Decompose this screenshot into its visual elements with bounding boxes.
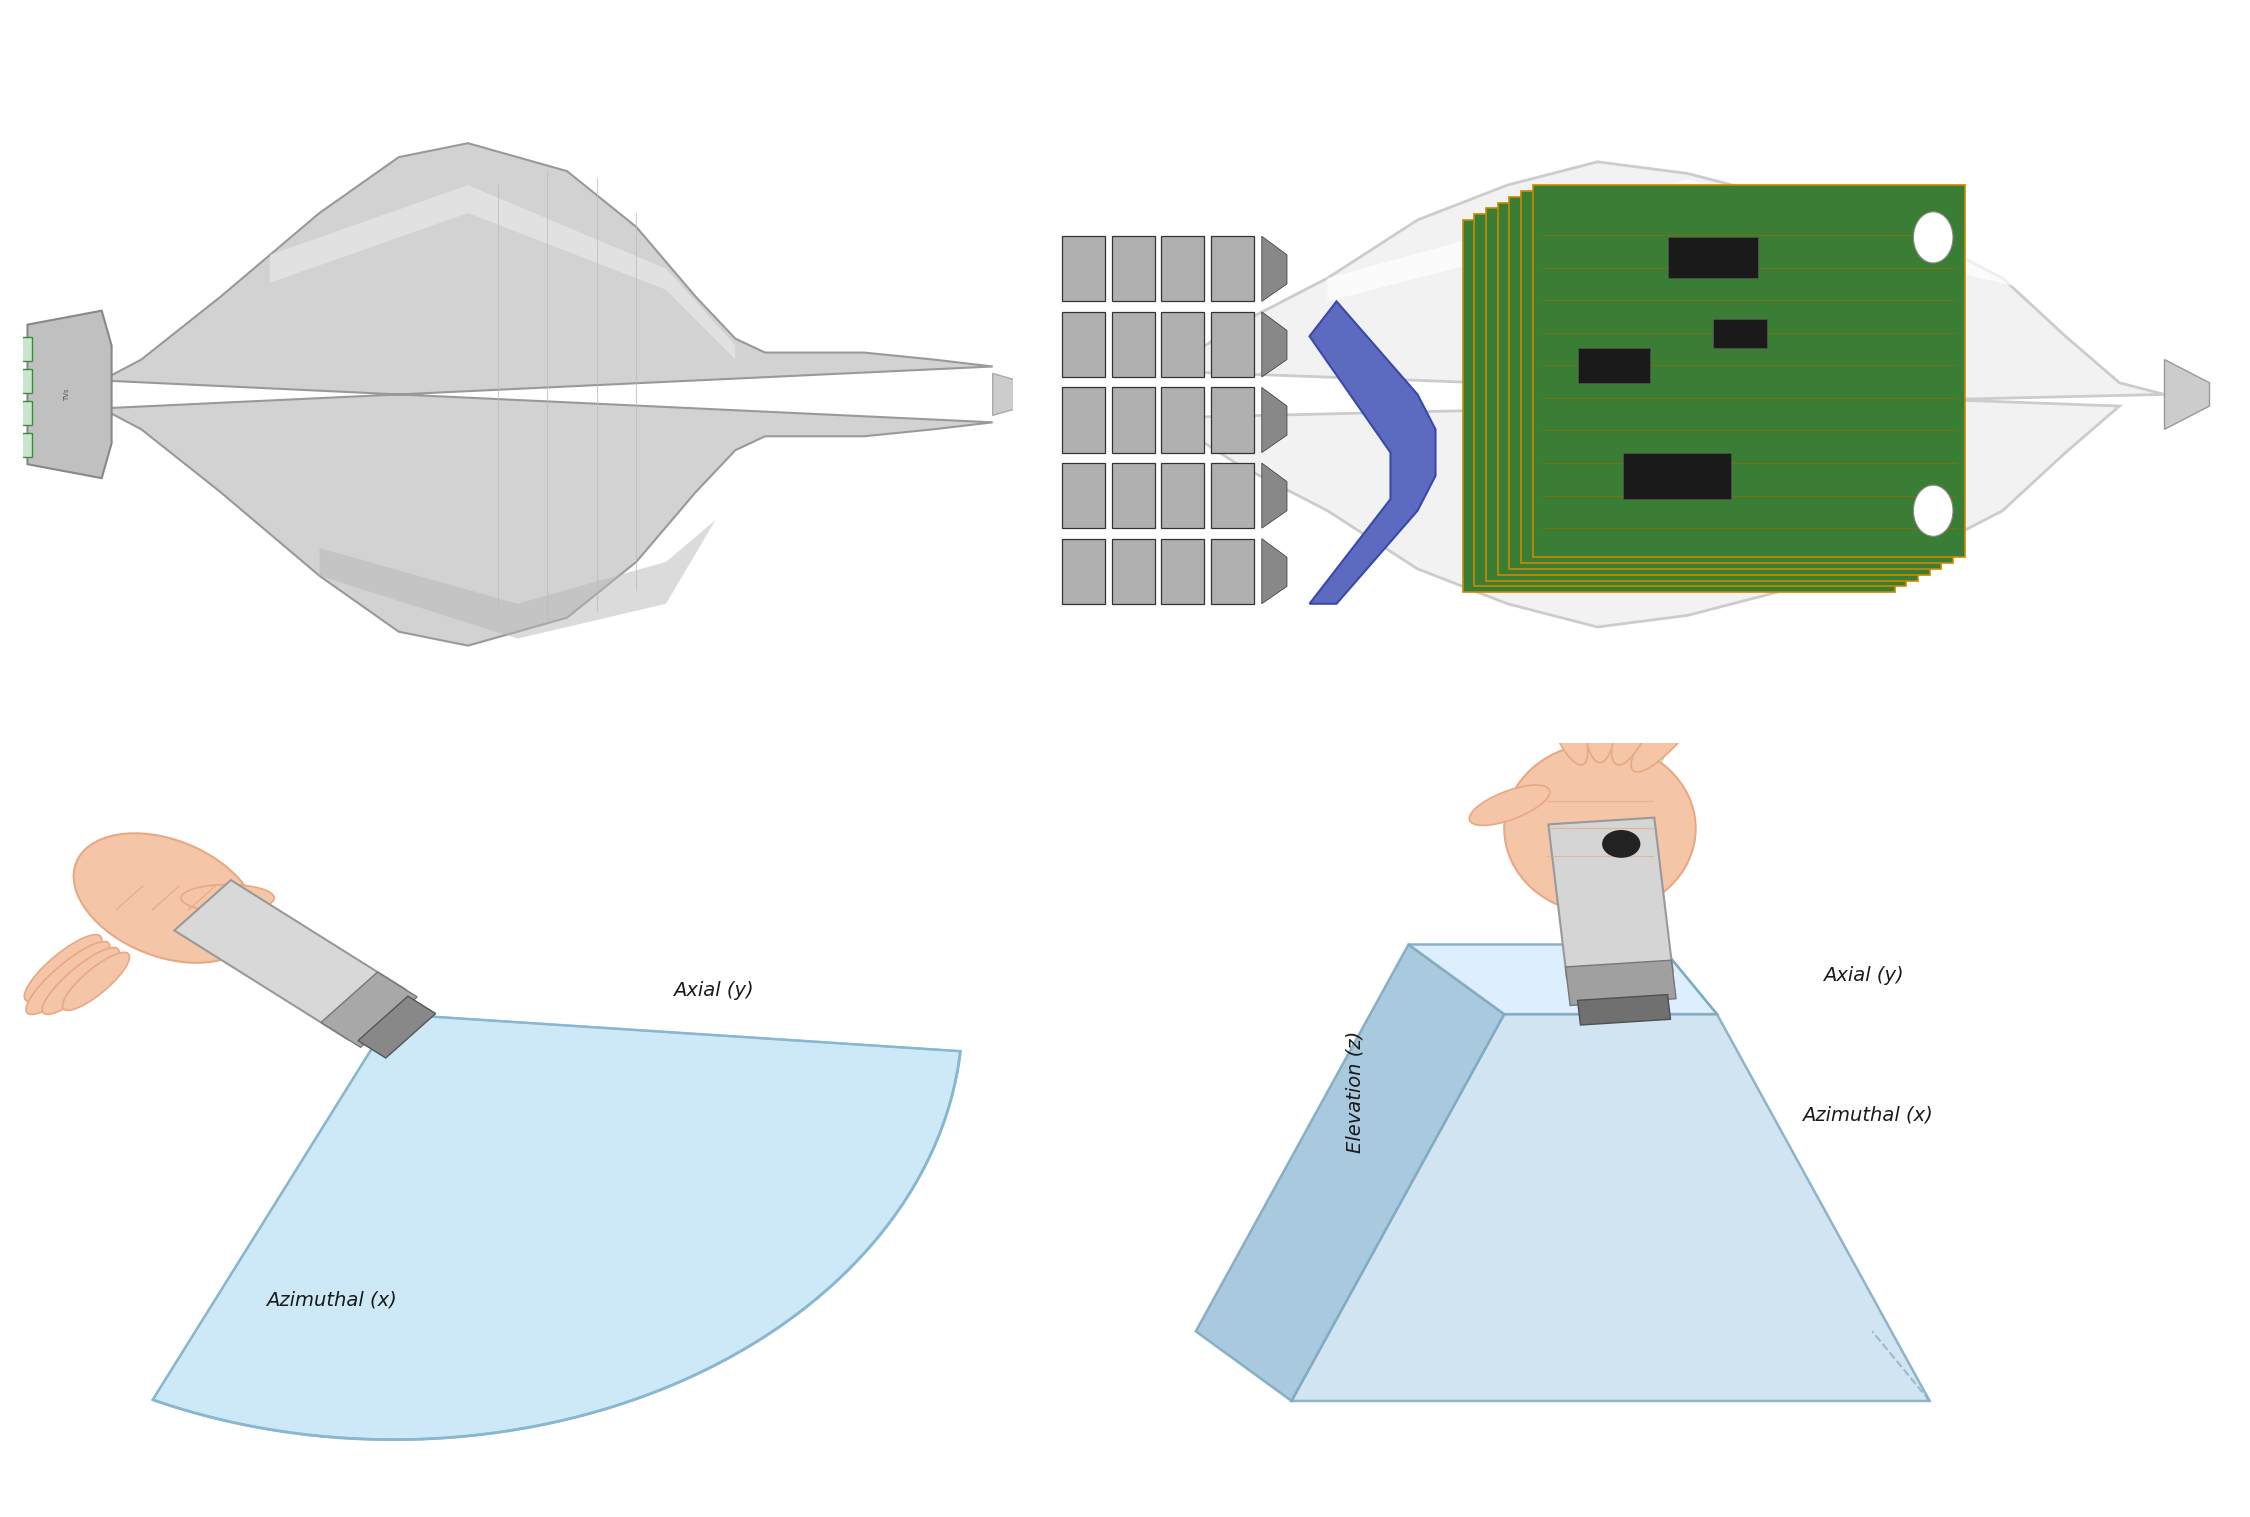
FancyBboxPatch shape — [14, 337, 32, 361]
FancyBboxPatch shape — [14, 402, 32, 425]
FancyBboxPatch shape — [1161, 463, 1204, 528]
FancyBboxPatch shape — [1622, 452, 1730, 499]
Polygon shape — [1408, 945, 1717, 1013]
Polygon shape — [319, 520, 716, 639]
Ellipse shape — [180, 884, 274, 912]
FancyBboxPatch shape — [1161, 539, 1204, 604]
FancyBboxPatch shape — [1112, 313, 1154, 378]
FancyBboxPatch shape — [1062, 387, 1105, 452]
Ellipse shape — [1631, 677, 1712, 772]
Ellipse shape — [74, 833, 256, 963]
FancyBboxPatch shape — [14, 369, 32, 393]
FancyBboxPatch shape — [1161, 313, 1204, 378]
Ellipse shape — [1541, 667, 1588, 765]
FancyBboxPatch shape — [1062, 237, 1105, 302]
FancyBboxPatch shape — [1210, 237, 1253, 302]
Polygon shape — [153, 1013, 961, 1440]
FancyBboxPatch shape — [1210, 313, 1253, 378]
Polygon shape — [2164, 360, 2210, 429]
Circle shape — [1602, 830, 1640, 857]
Polygon shape — [1195, 945, 1505, 1402]
Text: TVs: TVs — [63, 388, 70, 400]
Circle shape — [1912, 212, 1953, 262]
FancyBboxPatch shape — [1712, 319, 1766, 347]
FancyBboxPatch shape — [1210, 387, 1253, 452]
FancyBboxPatch shape — [1210, 463, 1253, 528]
Polygon shape — [1566, 960, 1676, 1006]
Polygon shape — [1262, 237, 1287, 302]
Polygon shape — [992, 373, 1017, 416]
FancyBboxPatch shape — [1210, 539, 1253, 604]
Polygon shape — [1166, 162, 2164, 627]
Ellipse shape — [1505, 743, 1696, 913]
Ellipse shape — [63, 953, 130, 1010]
FancyBboxPatch shape — [1062, 313, 1105, 378]
FancyBboxPatch shape — [1532, 185, 1964, 557]
Ellipse shape — [43, 948, 119, 1015]
FancyBboxPatch shape — [1521, 191, 1953, 563]
FancyBboxPatch shape — [1485, 208, 1917, 581]
Text: Azimuthal (x): Azimuthal (x) — [266, 1291, 396, 1309]
Polygon shape — [1577, 995, 1670, 1025]
FancyBboxPatch shape — [1577, 347, 1649, 382]
Polygon shape — [173, 880, 405, 1039]
Polygon shape — [1292, 1013, 1930, 1402]
Text: Axial (y): Axial (y) — [673, 981, 754, 1000]
Text: Azimuthal (x): Azimuthal (x) — [1802, 1106, 1933, 1124]
FancyBboxPatch shape — [14, 434, 32, 457]
Polygon shape — [358, 997, 436, 1057]
Polygon shape — [1548, 818, 1672, 978]
Circle shape — [1912, 485, 1953, 537]
Ellipse shape — [27, 942, 110, 1015]
Polygon shape — [1262, 387, 1287, 452]
Text: Axial (y): Axial (y) — [1823, 966, 1904, 985]
Polygon shape — [1310, 302, 1436, 604]
Polygon shape — [322, 972, 416, 1047]
Ellipse shape — [1469, 784, 1550, 825]
Polygon shape — [1262, 539, 1287, 604]
FancyBboxPatch shape — [1498, 202, 1930, 575]
FancyBboxPatch shape — [1667, 238, 1757, 278]
Text: Elevation (z): Elevation (z) — [1346, 1030, 1366, 1153]
Ellipse shape — [1582, 646, 1618, 763]
FancyBboxPatch shape — [1510, 197, 1942, 569]
Polygon shape — [1262, 313, 1287, 378]
FancyBboxPatch shape — [1112, 237, 1154, 302]
Polygon shape — [1262, 463, 1287, 528]
FancyBboxPatch shape — [1112, 463, 1154, 528]
Ellipse shape — [25, 934, 101, 1001]
FancyBboxPatch shape — [1112, 387, 1154, 452]
FancyBboxPatch shape — [1161, 387, 1204, 452]
FancyBboxPatch shape — [1462, 220, 1894, 592]
FancyBboxPatch shape — [1161, 237, 1204, 302]
Polygon shape — [27, 311, 113, 478]
FancyBboxPatch shape — [1062, 463, 1105, 528]
FancyBboxPatch shape — [1062, 539, 1105, 604]
FancyBboxPatch shape — [1474, 214, 1906, 587]
FancyBboxPatch shape — [1112, 539, 1154, 604]
Polygon shape — [270, 185, 736, 360]
Polygon shape — [1328, 179, 2048, 302]
Ellipse shape — [1611, 645, 1667, 765]
Polygon shape — [101, 143, 992, 646]
